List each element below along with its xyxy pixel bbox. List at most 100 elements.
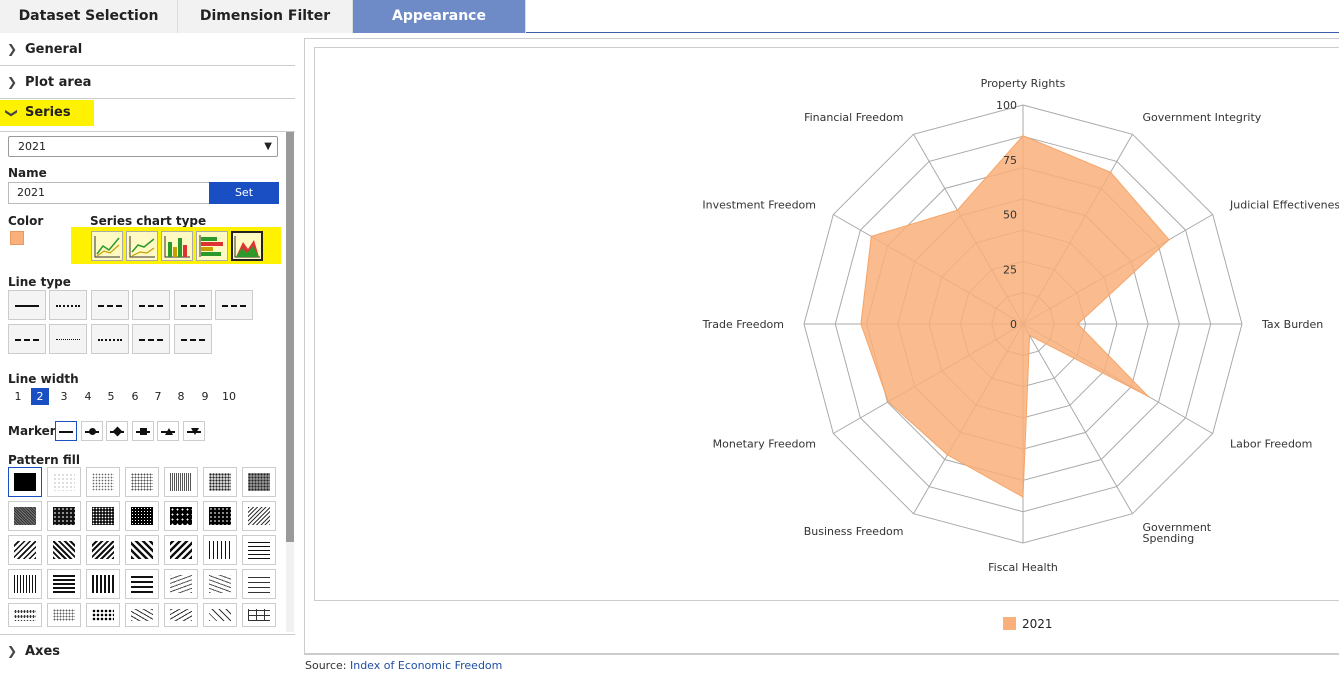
pattern-fill-option[interactable]	[125, 535, 159, 565]
line-type-dashed[interactable]	[91, 290, 129, 320]
line-width-option[interactable]: 8	[177, 390, 185, 403]
source-prefix: Source:	[305, 659, 350, 672]
pattern-fill-option[interactable]	[47, 467, 81, 497]
pattern-fill-option[interactable]	[47, 535, 81, 565]
line-width-option[interactable]: 3	[60, 390, 68, 403]
pattern-fill-option[interactable]	[203, 569, 237, 599]
pattern-fill-option[interactable]	[86, 501, 120, 531]
line-type-long-dash-dot-2[interactable]	[174, 324, 212, 354]
accordion-series[interactable]: ❯ Series	[0, 100, 94, 126]
line-type-fine-dot[interactable]	[49, 324, 87, 354]
pattern-swatch	[92, 609, 114, 621]
accordion-plot-area[interactable]: ❯ Plot area	[0, 66, 295, 99]
set-button[interactable]: Set	[209, 182, 279, 204]
pattern-swatch	[170, 473, 192, 491]
line-type-dash-dot-dot[interactable]	[8, 324, 46, 354]
marker-triangle[interactable]	[157, 421, 179, 441]
pattern-swatch	[92, 473, 114, 491]
marker-diamond[interactable]	[106, 421, 128, 441]
line-type-long-dash-dot[interactable]	[215, 290, 253, 320]
pattern-fill-option[interactable]	[164, 603, 198, 627]
bar-chart-icon[interactable]	[196, 231, 228, 261]
pattern-fill-option[interactable]	[203, 501, 237, 531]
pattern-fill-option[interactable]	[47, 501, 81, 531]
scrollbar-thumb[interactable]	[286, 132, 294, 542]
pattern-fill-option[interactable]	[125, 467, 159, 497]
accordion-general[interactable]: ❯ General	[0, 33, 295, 66]
pattern-fill-option[interactable]	[8, 569, 42, 599]
chevron-down-icon: ▼	[264, 141, 272, 152]
pattern-fill-option[interactable]	[242, 569, 276, 599]
pattern-swatch	[53, 609, 75, 621]
line-chart-icon[interactable]	[91, 231, 123, 261]
column-chart-icon[interactable]	[161, 231, 193, 261]
tab-dimension-filter[interactable]: Dimension Filter	[178, 0, 353, 33]
pattern-fill-option[interactable]	[125, 501, 159, 531]
accordion-axes-label: Axes	[25, 644, 61, 659]
line-type-solid[interactable]	[8, 290, 46, 320]
line-type-dotted[interactable]	[49, 290, 87, 320]
panel-scrollbar[interactable]	[286, 132, 294, 632]
marker-none[interactable]	[55, 421, 77, 441]
pattern-swatch	[170, 609, 192, 621]
pattern-fill-option[interactable]	[47, 569, 81, 599]
pattern-fill-option[interactable]	[164, 569, 198, 599]
series-select[interactable]: 2021 ▼	[8, 136, 278, 157]
series-color-swatch[interactable]	[10, 231, 24, 245]
pattern-swatch	[209, 575, 231, 593]
line-type-long-dash-2[interactable]	[132, 324, 170, 354]
marker-triangle-down[interactable]	[183, 421, 205, 441]
pattern-fill-option[interactable]	[164, 501, 198, 531]
chart-legend[interactable]: 2021	[1003, 616, 1053, 632]
pattern-fill-option[interactable]	[47, 603, 81, 627]
pattern-fill-option[interactable]	[8, 603, 42, 627]
line-width-option[interactable]: 5	[107, 390, 115, 403]
tab-dataset-selection[interactable]: Dataset Selection	[0, 0, 178, 33]
pattern-fill-option[interactable]	[203, 603, 237, 627]
pattern-fill-option[interactable]	[8, 501, 42, 531]
line-type-short-dash[interactable]	[91, 324, 129, 354]
pattern-fill-option[interactable]	[86, 569, 120, 599]
chevron-right-icon: ❯	[7, 644, 18, 658]
line-width-option-selected[interactable]: 2	[31, 388, 49, 405]
line-width-option[interactable]: 10	[222, 390, 236, 403]
pattern-fill-option[interactable]	[8, 535, 42, 565]
pattern-fill-option[interactable]	[86, 535, 120, 565]
pattern-swatch	[14, 473, 36, 491]
pattern-fill-option[interactable]	[164, 467, 198, 497]
pattern-fill-option[interactable]	[242, 535, 276, 565]
pattern-fill-option[interactable]	[203, 467, 237, 497]
line-width-option[interactable]: 7	[154, 390, 162, 403]
pattern-fill-option[interactable]	[203, 535, 237, 565]
pattern-swatch	[248, 575, 270, 593]
line-width-option[interactable]: 6	[131, 390, 139, 403]
line-type-dash-dot[interactable]	[132, 290, 170, 320]
line-width-option[interactable]: 1	[14, 390, 22, 403]
series-name-input[interactable]: 2021	[8, 182, 210, 204]
line-width-option[interactable]: 4	[84, 390, 92, 403]
series-select-value: 2021	[18, 140, 46, 153]
pattern-fill-option[interactable]	[125, 569, 159, 599]
pattern-fill-option[interactable]	[125, 603, 159, 627]
pattern-fill-option[interactable]	[86, 467, 120, 497]
accordion-axes[interactable]: ❯ Axes	[0, 634, 295, 667]
pattern-fill-option[interactable]	[242, 603, 276, 627]
tab-appearance[interactable]: Appearance	[353, 0, 526, 33]
pattern-fill-option[interactable]	[242, 467, 276, 497]
line-width-option[interactable]: 9	[201, 390, 209, 403]
source-link[interactable]: Index of Economic Freedom	[349, 659, 503, 672]
marker-circle[interactable]	[81, 421, 103, 441]
pattern-fill-option[interactable]	[86, 603, 120, 627]
pattern-swatch	[53, 575, 75, 593]
line-type-long-dash[interactable]	[174, 290, 212, 320]
area-chart-icon[interactable]	[231, 231, 263, 261]
marker-square[interactable]	[132, 421, 154, 441]
pattern-fill-solid[interactable]	[8, 467, 42, 497]
pattern-fill-option[interactable]	[164, 535, 198, 565]
pattern-fill-option[interactable]	[242, 501, 276, 531]
area-line-chart-icon[interactable]	[126, 231, 158, 261]
pattern-swatch	[131, 609, 153, 621]
marker-label: Marker	[8, 424, 56, 438]
pattern-swatch	[170, 507, 192, 525]
source-line: Source: Index of Economic Freedom	[305, 659, 502, 672]
